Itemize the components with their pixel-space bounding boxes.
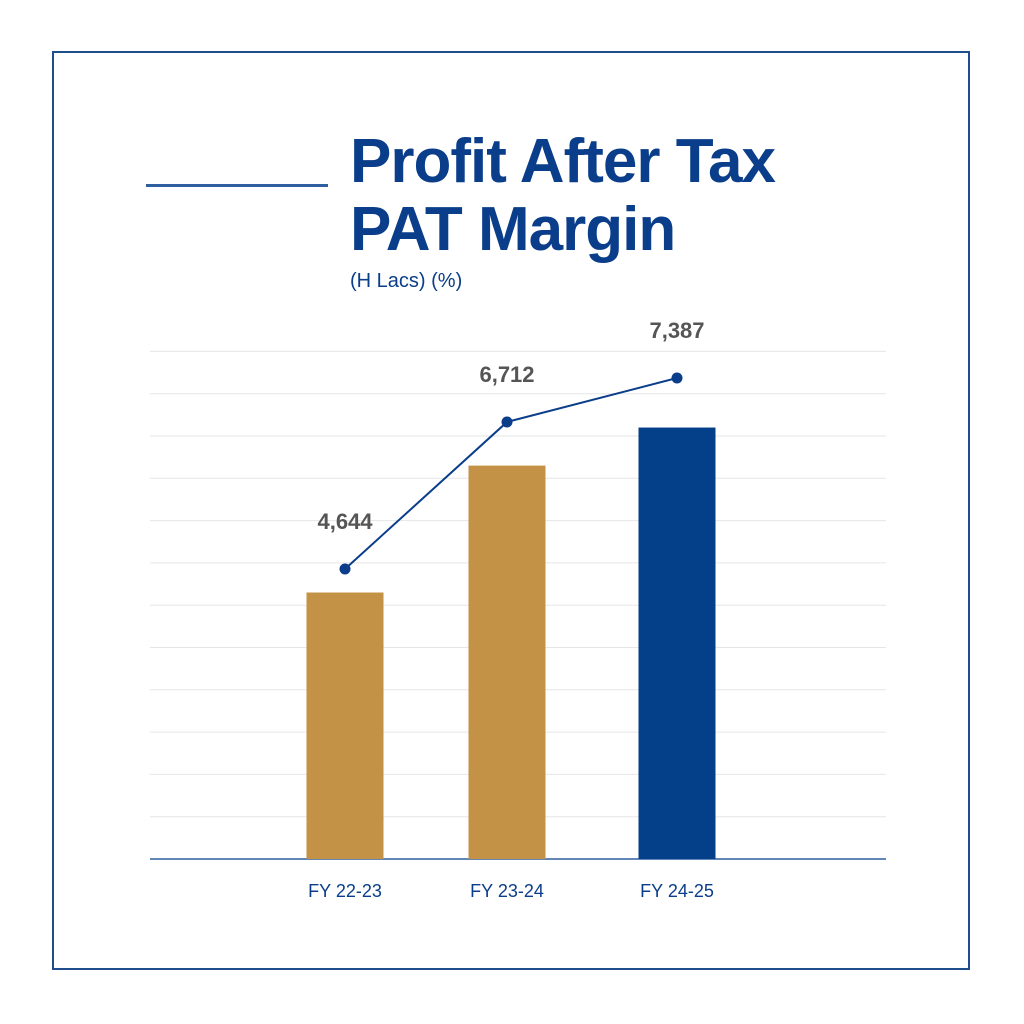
x-tick-label: FY 22-23 [308, 881, 382, 901]
x-tick-label: FY 23-24 [470, 881, 544, 901]
x-tick-label: FY 24-25 [640, 881, 714, 901]
title-rule [146, 184, 328, 187]
title-line-1: Profit After Tax [350, 127, 776, 196]
title-line-2: PAT Margin [350, 195, 676, 264]
pat-data-label: 7,387 [649, 318, 704, 343]
bar-fy-22-23 [306, 592, 384, 859]
pat-point [339, 563, 351, 575]
bar-fy-24-25 [638, 427, 716, 859]
bar-fy-23-24 [468, 465, 546, 859]
pat-point [501, 416, 513, 428]
chart-title: Profit After Tax PAT Margin [350, 127, 776, 264]
pat-data-label: 6,712 [479, 362, 534, 387]
pat-data-label: 4,644 [317, 509, 373, 534]
chart-subtitle: (H Lacs) (%) [350, 270, 463, 292]
chart-frame [52, 51, 970, 970]
pat-point [671, 372, 683, 384]
